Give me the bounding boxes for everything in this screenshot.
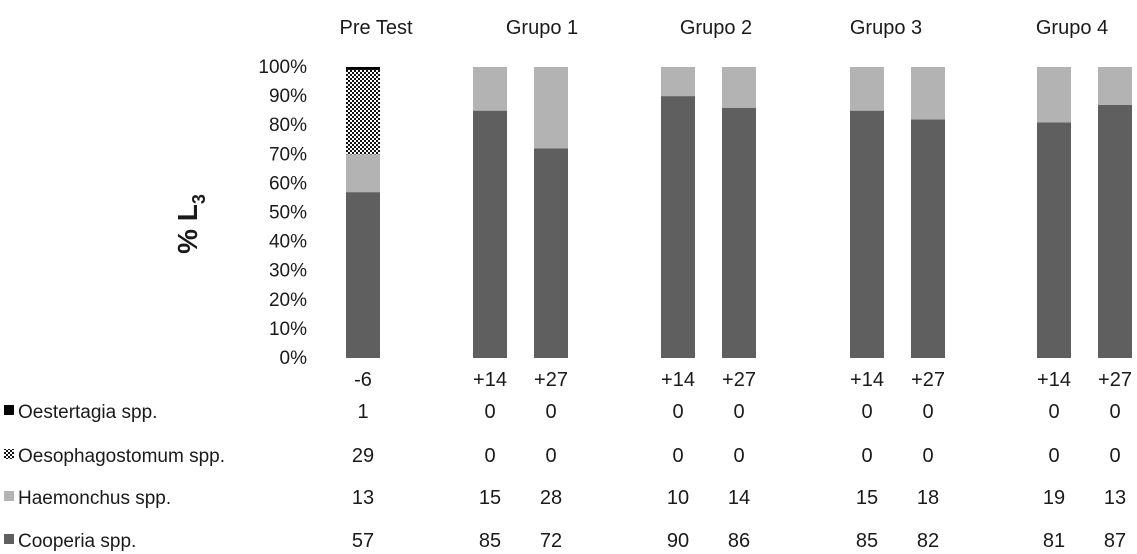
x-tick-label: +14 <box>850 369 884 391</box>
data-table-cell: 0 <box>545 401 556 423</box>
data-table-cell: 0 <box>484 445 495 467</box>
data-table-cell: 0 <box>733 401 744 423</box>
data-table-cell: 0 <box>1109 401 1120 423</box>
legend-swatch <box>4 491 14 501</box>
data-table-cell: 0 <box>861 401 872 423</box>
legend-swatch <box>4 405 14 415</box>
group-label: Grupo 2 <box>680 17 752 39</box>
y-tick-label: 30% <box>269 261 307 282</box>
x-tick-label: +27 <box>1098 369 1132 391</box>
group-label: Grupo 3 <box>850 17 922 39</box>
x-tick-label: +14 <box>1037 369 1071 391</box>
data-table-cell: 13 <box>1104 487 1126 509</box>
x-tick-label: +14 <box>661 369 695 391</box>
bar-segment <box>1098 104 1132 358</box>
x-tick-label: +27 <box>911 369 945 391</box>
legend-entry: Cooperia spp. <box>18 531 136 552</box>
data-table-cell: 85 <box>856 530 878 552</box>
group-label: Grupo 4 <box>1036 17 1108 39</box>
data-table-cell: 72 <box>540 530 562 552</box>
bar-segment <box>346 69 380 155</box>
y-tick-label: 40% <box>269 232 307 253</box>
data-table-cell: 13 <box>352 487 374 509</box>
legend-swatch <box>4 534 14 544</box>
legend-entry: Haemonchus spp. <box>18 488 171 509</box>
data-table-cell: 19 <box>1043 487 1065 509</box>
data-table-cell: 29 <box>352 445 374 467</box>
data-table-cell: 0 <box>922 445 933 467</box>
bar-segment <box>534 67 568 149</box>
y-tick-label: 0% <box>280 348 308 369</box>
data-table-cell: 0 <box>1048 445 1059 467</box>
bar-segment <box>1037 67 1071 123</box>
data-table-cell: 0 <box>545 445 556 467</box>
data-table-cell: 0 <box>733 445 744 467</box>
bar-segment <box>911 67 945 120</box>
bar-segment <box>346 67 380 70</box>
data-table-cell: 82 <box>917 530 939 552</box>
bar-segment <box>534 148 568 358</box>
bar-segment <box>346 154 380 193</box>
data-table-cell: 85 <box>479 530 501 552</box>
data-table-cell: 87 <box>1104 530 1126 552</box>
bar-segment <box>473 67 507 111</box>
data-table-cell: 14 <box>728 487 750 509</box>
bar-segment <box>346 192 380 358</box>
data-table-cell: 81 <box>1043 530 1065 552</box>
data-table-cell: 0 <box>861 445 872 467</box>
group-label: Grupo 1 <box>506 17 578 39</box>
data-table-cell: 90 <box>667 530 689 552</box>
y-tick-label: 100% <box>258 57 307 78</box>
bar-segment <box>1037 122 1071 358</box>
legend-entry: Oesophagostomum spp. <box>18 446 225 467</box>
data-table-cell: 1 <box>357 401 368 423</box>
x-tick-label: +27 <box>722 369 756 391</box>
x-tick-label: +27 <box>534 369 568 391</box>
data-table-cell: 15 <box>856 487 878 509</box>
bar-segment <box>850 110 884 359</box>
bar-segment <box>722 107 756 359</box>
y-tick-label: 80% <box>269 115 307 136</box>
x-tick-label: +14 <box>473 369 507 391</box>
legend-swatch <box>4 449 14 459</box>
data-table-cell: 0 <box>1109 445 1120 467</box>
bar-segment <box>473 110 507 359</box>
bar-segment <box>1098 67 1132 105</box>
bar-segment <box>722 67 756 108</box>
x-tick-label: -6 <box>354 369 372 391</box>
bar-segment <box>661 67 695 97</box>
y-tick-label: 10% <box>269 319 307 340</box>
data-table-cell: 0 <box>672 445 683 467</box>
y-tick-label: 60% <box>269 173 307 194</box>
group-label: Pre Test <box>340 17 413 39</box>
data-table-cell: 18 <box>917 487 939 509</box>
data-table-cell: 28 <box>540 487 562 509</box>
data-table-cell: 15 <box>479 487 501 509</box>
y-tick-label: 50% <box>269 203 307 224</box>
y-tick-label: 90% <box>269 86 307 107</box>
data-table-cell: 0 <box>484 401 495 423</box>
y-tick-label: 20% <box>269 290 307 311</box>
y-axis-label: % L3 <box>172 194 209 254</box>
data-table-cell: 0 <box>922 401 933 423</box>
y-tick-label: 70% <box>269 144 307 165</box>
bar-segment <box>850 67 884 111</box>
bar-segment <box>661 96 695 358</box>
data-table-cell: 86 <box>728 530 750 552</box>
legend-entry: Oestertagia spp. <box>18 402 157 423</box>
data-table-cell: 0 <box>1048 401 1059 423</box>
bar-segment <box>911 119 945 358</box>
data-table-cell: 0 <box>672 401 683 423</box>
data-table-cell: 57 <box>352 530 374 552</box>
data-table-cell: 10 <box>667 487 689 509</box>
